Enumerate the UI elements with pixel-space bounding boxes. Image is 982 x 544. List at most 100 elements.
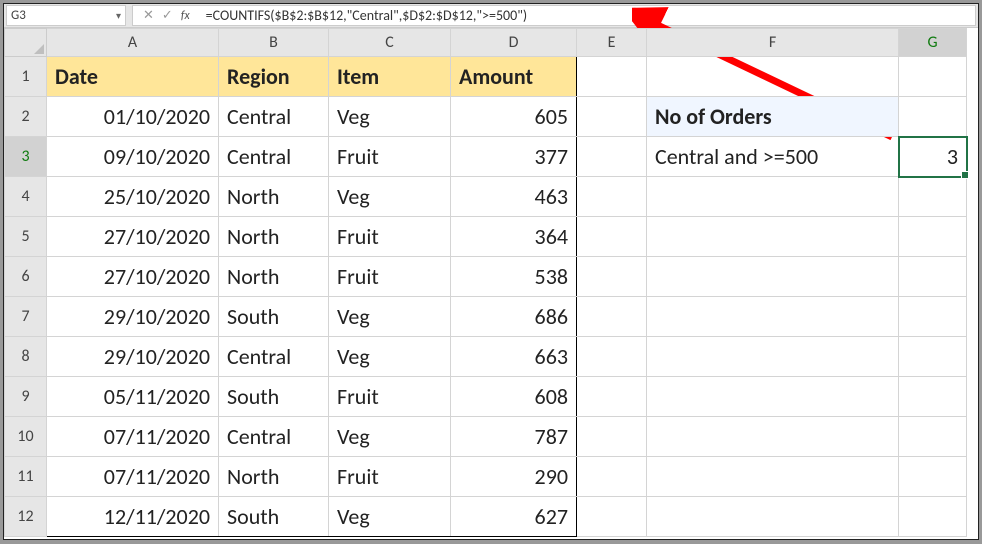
row-header-11[interactable]: 11 bbox=[5, 457, 47, 497]
cell-A12[interactable]: 12/11/2020 bbox=[47, 497, 219, 537]
cell-F8[interactable] bbox=[647, 337, 899, 377]
accept-formula-icon[interactable]: ✓ bbox=[158, 8, 177, 23]
cell-C6[interactable]: Fruit bbox=[329, 257, 451, 297]
name-box-dropdown-icon[interactable]: ▾ bbox=[116, 9, 121, 22]
cell-B7[interactable]: South bbox=[219, 297, 329, 337]
cell-E5[interactable] bbox=[577, 217, 647, 257]
col-header-C[interactable]: C bbox=[329, 29, 451, 57]
cell-E8[interactable] bbox=[577, 337, 647, 377]
cell-G1[interactable] bbox=[899, 57, 967, 97]
cell-G6[interactable] bbox=[899, 257, 967, 297]
cell-A8[interactable]: 29/10/2020 bbox=[47, 337, 219, 377]
row-header-4[interactable]: 4 bbox=[5, 177, 47, 217]
formula-input[interactable]: =COUNTIFS($B$2:$B$12,"Central",$D$2:$D$1… bbox=[200, 5, 976, 26]
cell-C8[interactable]: Veg bbox=[329, 337, 451, 377]
cell-E2[interactable] bbox=[577, 97, 647, 137]
cell-G12[interactable] bbox=[899, 497, 967, 537]
cell-F9[interactable] bbox=[647, 377, 899, 417]
cell-E9[interactable] bbox=[577, 377, 647, 417]
row-header-2[interactable]: 2 bbox=[5, 97, 47, 137]
cell-E6[interactable] bbox=[577, 257, 647, 297]
cell-D4[interactable]: 463 bbox=[451, 177, 577, 217]
cell-C4[interactable]: Veg bbox=[329, 177, 451, 217]
cell-E7[interactable] bbox=[577, 297, 647, 337]
name-box[interactable]: G3 ▾ bbox=[6, 5, 126, 26]
cell-D10[interactable]: 787 bbox=[451, 417, 577, 457]
cell-B11[interactable]: North bbox=[219, 457, 329, 497]
cell-A1[interactable]: Date bbox=[47, 57, 219, 97]
cell-G10[interactable] bbox=[899, 417, 967, 457]
cell-F11[interactable] bbox=[647, 457, 899, 497]
cell-G5[interactable] bbox=[899, 217, 967, 257]
cell-D7[interactable]: 686 bbox=[451, 297, 577, 337]
cell-D5[interactable]: 364 bbox=[451, 217, 577, 257]
cell-C9[interactable]: Fruit bbox=[329, 377, 451, 417]
cell-D11[interactable]: 290 bbox=[451, 457, 577, 497]
cell-F12[interactable] bbox=[647, 497, 899, 537]
col-header-A[interactable]: A bbox=[47, 29, 219, 57]
cell-F6[interactable] bbox=[647, 257, 899, 297]
cell-F5[interactable] bbox=[647, 217, 899, 257]
col-header-G[interactable]: G bbox=[899, 29, 967, 57]
cell-F4[interactable] bbox=[647, 177, 899, 217]
cell-F7[interactable] bbox=[647, 297, 899, 337]
cell-G11[interactable] bbox=[899, 457, 967, 497]
row-header-3[interactable]: 3 bbox=[5, 137, 47, 177]
cell-D3[interactable]: 377 bbox=[451, 137, 577, 177]
col-header-D[interactable]: D bbox=[451, 29, 577, 57]
col-header-B[interactable]: B bbox=[219, 29, 329, 57]
cell-B1[interactable]: Region bbox=[219, 57, 329, 97]
cell-E3[interactable] bbox=[577, 137, 647, 177]
row-header-10[interactable]: 10 bbox=[5, 417, 47, 457]
cell-D1[interactable]: Amount bbox=[451, 57, 577, 97]
cell-C10[interactable]: Veg bbox=[329, 417, 451, 457]
row-header-7[interactable]: 7 bbox=[5, 297, 47, 337]
cell-D2[interactable]: 605 bbox=[451, 97, 577, 137]
row-header-9[interactable]: 9 bbox=[5, 377, 47, 417]
cell-B3[interactable]: Central bbox=[219, 137, 329, 177]
cell-C5[interactable]: Fruit bbox=[329, 217, 451, 257]
cell-E10[interactable] bbox=[577, 417, 647, 457]
row-header-5[interactable]: 5 bbox=[5, 217, 47, 257]
cell-B5[interactable]: North bbox=[219, 217, 329, 257]
cell-A2[interactable]: 01/10/2020 bbox=[47, 97, 219, 137]
cell-D8[interactable]: 663 bbox=[451, 337, 577, 377]
cell-C1[interactable]: Item bbox=[329, 57, 451, 97]
row-header-12[interactable]: 12 bbox=[5, 497, 47, 537]
cell-F3[interactable]: Central and >=500 bbox=[647, 137, 899, 177]
cell-E11[interactable] bbox=[577, 457, 647, 497]
spreadsheet-grid[interactable]: A B C D E F G 1 Date Region Item Amount bbox=[4, 28, 978, 539]
cell-G4[interactable] bbox=[899, 177, 967, 217]
cell-B9[interactable]: South bbox=[219, 377, 329, 417]
cell-G9[interactable] bbox=[899, 377, 967, 417]
cell-C7[interactable]: Veg bbox=[329, 297, 451, 337]
select-all-corner[interactable] bbox=[5, 29, 47, 57]
cell-A7[interactable]: 29/10/2020 bbox=[47, 297, 219, 337]
col-header-E[interactable]: E bbox=[577, 29, 647, 57]
cell-C12[interactable]: Veg bbox=[329, 497, 451, 537]
cell-B4[interactable]: North bbox=[219, 177, 329, 217]
cell-F10[interactable] bbox=[647, 417, 899, 457]
cell-F2[interactable]: No of Orders bbox=[647, 97, 899, 137]
cell-A11[interactable]: 07/11/2020 bbox=[47, 457, 219, 497]
row-header-6[interactable]: 6 bbox=[5, 257, 47, 297]
col-header-F[interactable]: F bbox=[647, 29, 899, 57]
cell-E4[interactable] bbox=[577, 177, 647, 217]
cell-C11[interactable]: Fruit bbox=[329, 457, 451, 497]
cell-A10[interactable]: 07/11/2020 bbox=[47, 417, 219, 457]
cell-A4[interactable]: 25/10/2020 bbox=[47, 177, 219, 217]
cell-B8[interactable]: Central bbox=[219, 337, 329, 377]
cell-G3[interactable]: 3 bbox=[899, 137, 967, 177]
cell-E12[interactable] bbox=[577, 497, 647, 537]
cell-B12[interactable]: South bbox=[219, 497, 329, 537]
cell-E1[interactable] bbox=[577, 57, 647, 97]
cell-D6[interactable]: 538 bbox=[451, 257, 577, 297]
cell-G2[interactable] bbox=[899, 97, 967, 137]
row-header-1[interactable]: 1 bbox=[5, 57, 47, 97]
cell-A5[interactable]: 27/10/2020 bbox=[47, 217, 219, 257]
cell-F1[interactable] bbox=[647, 57, 899, 97]
cell-B6[interactable]: North bbox=[219, 257, 329, 297]
cell-B10[interactable]: Central bbox=[219, 417, 329, 457]
cell-G7[interactable] bbox=[899, 297, 967, 337]
cell-C3[interactable]: Fruit bbox=[329, 137, 451, 177]
